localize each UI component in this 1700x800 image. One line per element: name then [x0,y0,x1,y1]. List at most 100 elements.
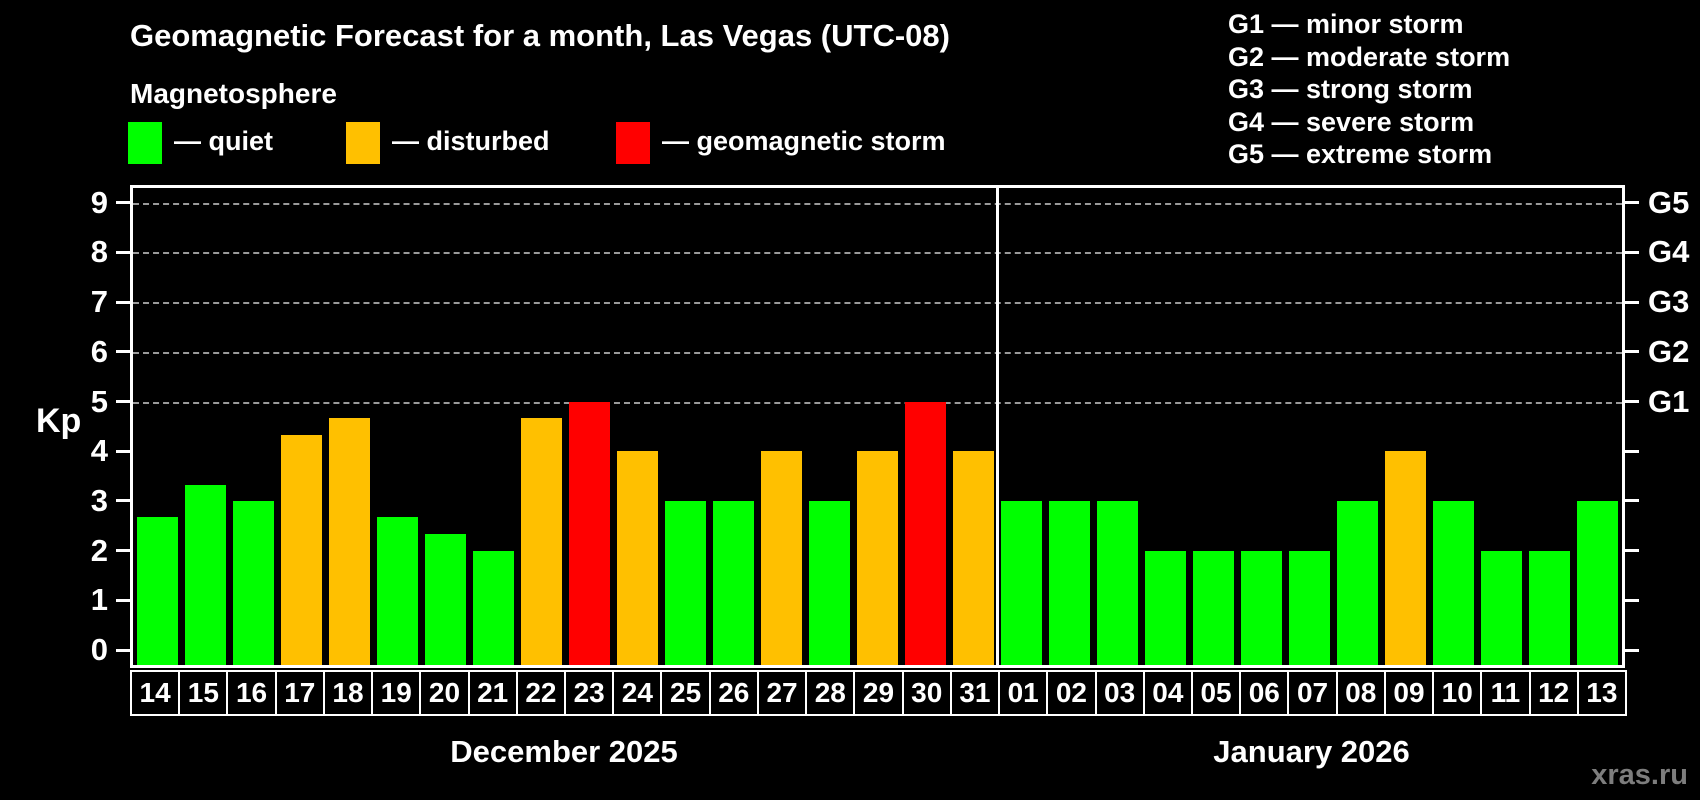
gridline-kp5 [133,401,1622,404]
date-box-12: 12 [1528,670,1579,716]
date-box-21: 21 [467,670,518,716]
y-tick-label-2: 2 [90,532,108,568]
kp-bar-dec-18 [328,417,370,665]
kp-bar-jan-04 [1145,550,1187,665]
right-tick-kp3 [1625,499,1639,503]
right-tick-kp0 [1625,648,1639,652]
left-tick-kp1 [116,598,130,602]
kp-bar-dec-29 [856,451,898,665]
left-tick-kp4 [116,449,130,453]
kp-bar-dec-31 [953,451,995,665]
y-axis-title: Kp [36,402,82,440]
x-axis-date-row: 14 15 16 17 18 19 20 21 22 23 24 25 26 27 28 29 30 31 01 02… [130,670,1627,716]
kp-bar-dec-30 [905,401,947,665]
date-box-26: 26 [708,670,759,716]
right-tick-kp1 [1625,598,1639,602]
left-tick-kp0 [116,648,130,652]
y-tick-label-3: 3 [90,482,108,518]
y-tick-label-1: 1 [90,582,108,618]
legend-label-storm: — geomagnetic storm [662,126,946,156]
y-tick-label-7: 7 [90,284,108,320]
date-box-16: 16 [226,670,277,716]
right-tick-kp4 [1625,449,1639,453]
kp-bar-dec-25 [664,500,706,665]
date-box-31: 31 [949,670,1001,716]
g-legend-line-g3: G3 — strong storm [1228,74,1473,104]
kp-bar-jan-02 [1049,500,1091,665]
kp-bar-jan-10 [1433,500,1475,665]
g-legend-line-g1: G1 — minor storm [1228,9,1464,39]
left-tick-kp7 [116,300,130,304]
y-tick-label-0: 0 [90,632,108,667]
date-box-27: 27 [756,670,808,716]
kp-bar-jan-03 [1097,500,1139,665]
left-tick-kp2 [116,549,130,553]
left-tick-kp3 [116,499,130,503]
g-legend-line-g4: G4 — severe storm [1228,106,1475,137]
kp-bar-dec-26 [712,500,754,665]
chart-title: Geomagnetic Forecast for a month, Las Ve… [130,18,950,53]
date-box-10: 10 [1432,670,1483,716]
g-tick-label-g1: G1 [1648,383,1690,419]
kp-bar-dec-14 [136,517,178,665]
kp-bar-dec-22 [520,417,562,665]
date-box-08: 08 [1335,670,1386,716]
kp-bar-jan-11 [1481,550,1523,665]
right-tick-kp6 [1625,350,1639,354]
date-box-29: 29 [853,670,904,716]
date-box-06: 06 [1239,670,1290,716]
date-box-01: 01 [998,670,1049,716]
storm-color-swatch [616,122,650,164]
kp-bar-dec-20 [424,534,466,665]
kp-bar-dec-24 [616,451,658,665]
kp-bar-jan-06 [1241,550,1283,665]
date-box-18: 18 [322,670,374,716]
date-box-20: 20 [419,670,470,716]
left-tick-kp8 [116,250,130,254]
y-tick-label-4: 4 [90,433,108,469]
date-box-19: 19 [371,670,422,716]
date-box-04: 04 [1142,670,1193,716]
kp-bar-dec-21 [472,550,514,665]
watermark: xras.ru [1591,759,1688,791]
date-box-22: 22 [515,670,567,716]
kp-bar-jan-12 [1529,550,1571,665]
y-tick-label-6: 6 [90,333,108,369]
date-box-13: 13 [1576,670,1627,716]
disturbed-color-swatch [346,122,380,164]
kp-bar-dec-19 [376,517,418,665]
gridline-kp8 [133,252,1622,255]
kp-bar-dec-27 [760,451,802,665]
date-box-14: 14 [130,670,181,716]
date-box-30: 30 [901,670,952,716]
legend-label-quiet: — quiet [174,126,273,156]
kp-bar-dec-15 [184,484,226,665]
gridline-kp7 [133,302,1622,305]
kp-bar-jan-07 [1289,550,1331,665]
date-box-15: 15 [178,670,229,716]
y-tick-label-5: 5 [90,383,108,419]
g-legend-line-g5: G5 — extreme storm [1228,139,1493,169]
month-separator [996,188,1000,665]
g-tick-label-g2: G2 [1648,333,1690,369]
date-box-17: 17 [274,670,325,716]
date-box-11: 11 [1480,670,1531,716]
legend-label-disturbed: — disturbed [392,126,550,156]
chart-subtitle: Magnetosphere [130,78,337,109]
kp-bar-dec-17 [280,434,322,665]
date-box-24: 24 [612,670,663,716]
date-box-28: 28 [805,670,856,716]
kp-bar-jan-05 [1193,550,1235,665]
g-tick-label-g4: G4 [1648,234,1690,270]
date-box-23: 23 [564,670,615,716]
left-tick-kp5 [116,400,130,403]
kp-bar-dec-16 [232,500,274,665]
date-box-07: 07 [1287,670,1338,716]
g-tick-label-g5: G5 [1648,184,1690,220]
quiet-color-swatch [128,122,162,164]
g-scale-legend: G1 — minor storm G2 — moderate storm G3 … [1228,8,1510,171]
y-tick-label-8: 8 [90,234,108,270]
kp-bar-jan-08 [1337,500,1379,665]
gridline-kp6 [133,351,1622,354]
